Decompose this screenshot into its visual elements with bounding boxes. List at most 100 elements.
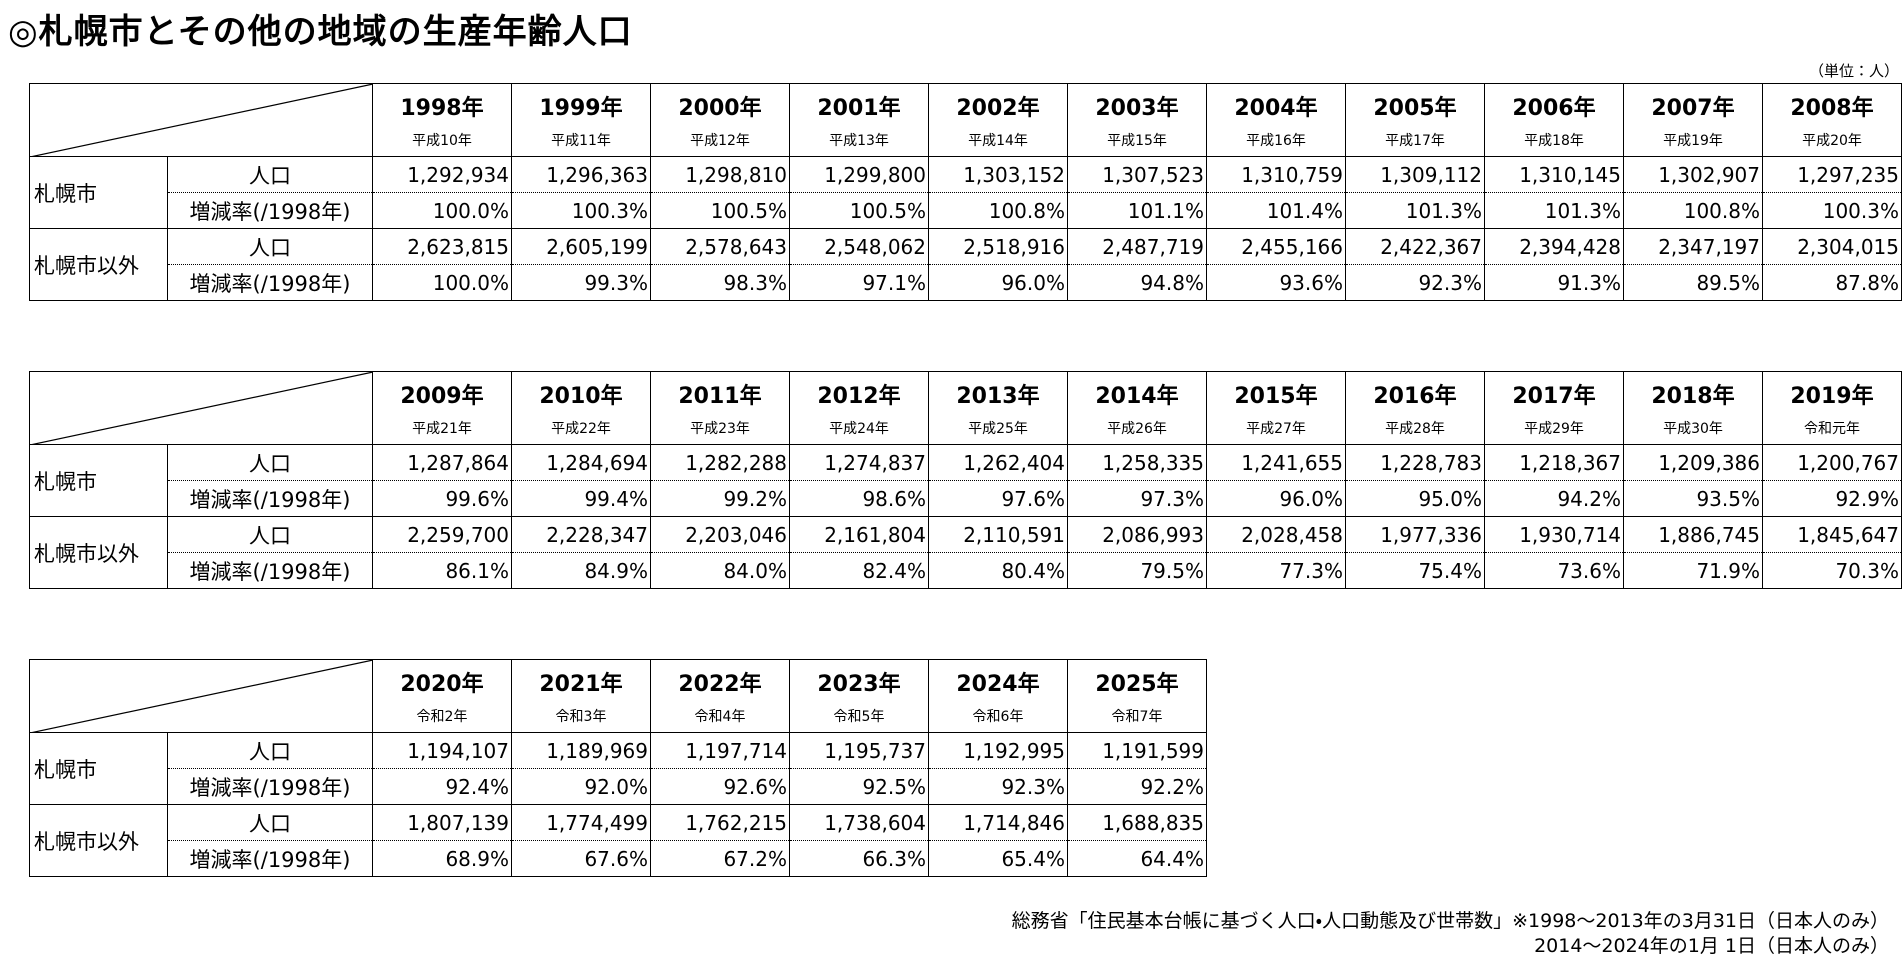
year: 2023年: [817, 672, 901, 697]
year-header: 2016年 平成28年: [1345, 371, 1485, 445]
value-cell: 1,302,907: [1623, 156, 1763, 193]
data-table: 2009年 平成21年 2010年 平成22年 2011年 平成23年 2012年 平成24年…: [29, 371, 1902, 589]
year-header: 2009年 平成21年: [372, 371, 512, 445]
row-label: 人口: [167, 732, 373, 769]
year-header: 2025年 令和7年: [1067, 659, 1207, 733]
year: 2009年: [400, 384, 484, 409]
data-row: 札幌市 人口 1,287,864 1,284,694 1,282,288 1,274,83…: [29, 444, 1902, 517]
value-cell: 1,807,139: [372, 804, 512, 841]
value-cell: 100.0%: [372, 264, 512, 301]
value-cell: 2,110,591: [928, 516, 1068, 553]
value-cell: 97.3%: [1067, 480, 1207, 517]
value-cell: 2,623,815: [372, 228, 512, 265]
value-cell: 101.4%: [1206, 192, 1346, 229]
value-cell: 100.0%: [372, 192, 512, 229]
value-cell: 1,258,335: [1067, 444, 1207, 481]
group-label: 札幌市以外: [29, 804, 168, 877]
value-cell: 1,307,523: [1067, 156, 1207, 193]
header-row: 1998年 平成10年 1999年 平成11年 2000年 平成12年 2001年 平成13年…: [29, 83, 1902, 157]
value-cell: 64.4%: [1067, 840, 1207, 877]
value-cell: 101.3%: [1484, 192, 1624, 229]
value-cell: 1,274,837: [789, 444, 929, 481]
era: 平成24年: [829, 421, 889, 437]
era: 令和5年: [833, 709, 885, 725]
value-cell: 99.6%: [372, 480, 512, 517]
value-cell: 101.1%: [1067, 192, 1207, 229]
value-cell: 96.0%: [1206, 480, 1346, 517]
value-cell: 70.3%: [1762, 552, 1902, 589]
row-label: 人口: [167, 804, 373, 841]
value-cell: 71.9%: [1623, 552, 1763, 589]
value-cell: 98.3%: [650, 264, 790, 301]
value-cell: 1,310,759: [1206, 156, 1346, 193]
group-label: 札幌市以外: [29, 228, 168, 301]
era: 平成12年: [690, 133, 750, 149]
value-cell: 1,282,288: [650, 444, 790, 481]
year-header: 2005年 平成17年: [1345, 83, 1485, 157]
era: 令和3年: [555, 709, 607, 725]
year: 2015年: [1234, 384, 1318, 409]
value-cell: 2,487,719: [1067, 228, 1207, 265]
era: 令和2年: [416, 709, 468, 725]
data-row: 札幌市以外 人口 2,259,700 2,228,347 2,203,046 2,161,…: [29, 516, 1902, 589]
year-header: 2003年 平成15年: [1067, 83, 1207, 157]
value-cell: 1,299,800: [789, 156, 929, 193]
data-row: 増減率(/1998年) 86.1% 84.9% 84.0% 82.4% 80.4% 79.5…: [30, 552, 1902, 589]
era: 平成20年: [1802, 133, 1862, 149]
value-cell: 1,292,934: [372, 156, 512, 193]
value-cell: 66.3%: [789, 840, 929, 877]
value-cell: 1,977,336: [1345, 516, 1485, 553]
value-cell: 2,228,347: [511, 516, 651, 553]
year: 2004年: [1234, 96, 1318, 121]
value-cell: 79.5%: [1067, 552, 1207, 589]
era: 平成18年: [1524, 133, 1584, 149]
value-cell: 2,259,700: [372, 516, 512, 553]
era: 平成29年: [1524, 421, 1584, 437]
value-cell: 1,309,112: [1345, 156, 1485, 193]
year: 2010年: [539, 384, 623, 409]
row-label: 増減率(/1998年): [167, 552, 373, 589]
year: 2021年: [539, 672, 623, 697]
era: 令和7年: [1111, 709, 1163, 725]
value-cell: 80.4%: [928, 552, 1068, 589]
year-header: 2021年令和3年: [511, 659, 651, 733]
year-header: 2008年 平成20年: [1762, 83, 1902, 157]
row-label: 人口: [167, 444, 373, 481]
value-cell: 67.6%: [511, 840, 651, 877]
era: 平成19年: [1663, 133, 1723, 149]
value-cell: 1,774,499: [511, 804, 651, 841]
year-header: 1999年 平成11年: [511, 83, 651, 157]
diagonal: [34, 84, 372, 156]
value-cell: 91.3%: [1484, 264, 1624, 301]
header-row: 2009年 平成21年 2010年 平成22年 2011年 平成23年 2012年 平成24年…: [29, 371, 1902, 445]
value-cell: 84.0%: [650, 552, 790, 589]
value-cell: 1,262,404: [928, 444, 1068, 481]
value-cell: 93.6%: [1206, 264, 1346, 301]
row-label: 増減率(/1998年): [167, 480, 373, 517]
year: 2006年: [1512, 96, 1596, 121]
value-cell: 1,228,783: [1345, 444, 1485, 481]
value-cell: 97.6%: [928, 480, 1068, 517]
era: 平成13年: [829, 133, 889, 149]
value-cell: 101.3%: [1345, 192, 1485, 229]
value-cell: 1,845,647: [1762, 516, 1902, 553]
year: 2005年: [1373, 96, 1457, 121]
year: 2022年: [678, 672, 762, 697]
year-header: 2013年 平成25年: [928, 371, 1068, 445]
value-cell: 100.3%: [1762, 192, 1902, 229]
data-row: 札幌市 人口 1,292,934 1,296,363 1,298,810 1,299,80…: [29, 156, 1902, 229]
value-cell: 100.8%: [1623, 192, 1763, 229]
year: 2011年: [678, 384, 762, 409]
value-cell: 1,762,215: [650, 804, 790, 841]
value-cell: 95.0%: [1345, 480, 1485, 517]
value-cell: 1,886,745: [1623, 516, 1763, 553]
year: 2007年: [1651, 96, 1735, 121]
year: 2016年: [1373, 384, 1457, 409]
year: 2001年: [817, 96, 901, 121]
era: 平成30年: [1663, 421, 1723, 437]
era: 令和4年: [694, 709, 746, 725]
value-cell: 2,455,166: [1206, 228, 1346, 265]
year-header: 2018年 平成30年: [1623, 371, 1763, 445]
value-cell: 1,303,152: [928, 156, 1068, 193]
value-cell: 73.6%: [1484, 552, 1624, 589]
